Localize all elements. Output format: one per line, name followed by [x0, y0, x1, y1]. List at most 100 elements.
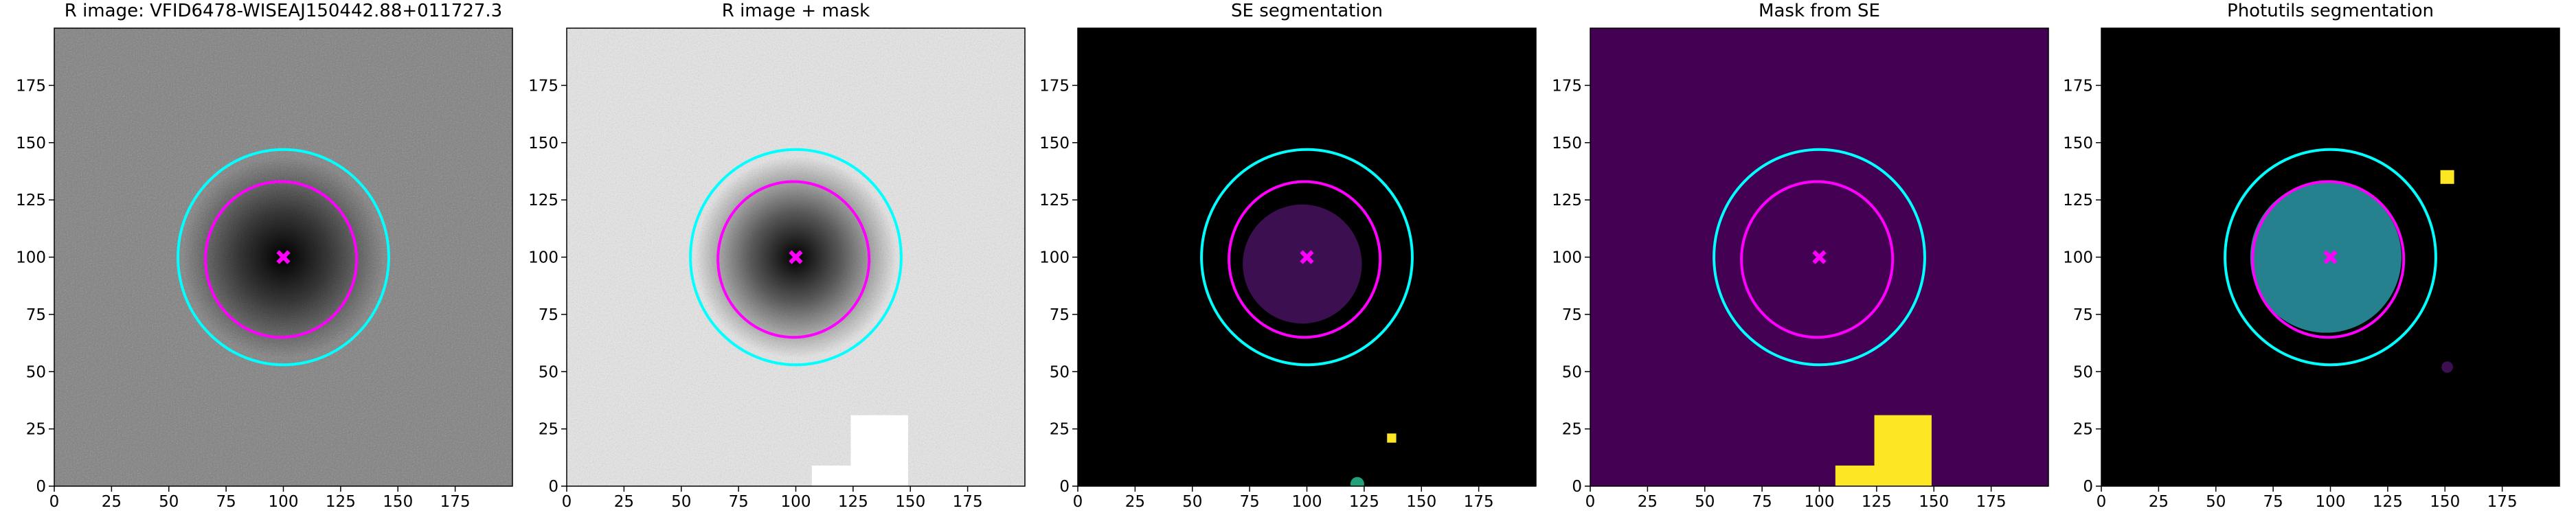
x-tick-label: 0	[1073, 493, 1083, 511]
x-tick-label: 175	[953, 493, 983, 511]
center-marker	[1300, 250, 1314, 264]
mask-region	[1387, 433, 1397, 443]
y-tick-label: 100	[528, 249, 558, 267]
aperture	[1740, 180, 1895, 339]
panel	[567, 28, 1025, 486]
x-tick-label: 150	[383, 493, 413, 511]
x-tick-label: 25	[102, 493, 122, 511]
mask-region	[1835, 465, 1932, 486]
y-tick-label: 175	[2063, 77, 2093, 95]
y-tick-label: 100	[2063, 249, 2093, 267]
y-tick-label: 0	[1572, 478, 1582, 496]
mask-region	[1874, 415, 1932, 466]
y-tick-label: 50	[1562, 363, 1582, 381]
y-tick-label: 50	[2073, 363, 2093, 381]
x-tick-label: 75	[1752, 493, 1772, 511]
y-tick-label: 25	[1562, 421, 1582, 439]
aperture	[1228, 180, 1382, 339]
x-tick-label: 175	[1464, 493, 1494, 511]
segment-disk	[2250, 181, 2402, 333]
aperture	[177, 148, 390, 367]
x-tick-label: 0	[2097, 493, 2107, 511]
segment-disk	[1243, 204, 1362, 324]
y-tick-label: 150	[528, 135, 558, 152]
x-tick-label: 100	[2316, 493, 2346, 511]
aperture	[689, 148, 903, 367]
y-tick-label: 0	[36, 478, 46, 496]
y-tick-label: 25	[1050, 421, 1070, 439]
panel-title: Photutils segmentation	[2227, 1, 2434, 21]
x-tick-label: 125	[1862, 493, 1892, 511]
panel-title: R image + mask	[722, 1, 870, 21]
aperture	[204, 180, 359, 339]
y-tick-label: 100	[1039, 249, 1070, 267]
y-tick-label: 25	[539, 421, 558, 439]
x-tick-label: 0	[1585, 493, 1596, 511]
y-tick-label: 125	[2063, 192, 2093, 209]
x-tick-label: 150	[1406, 493, 1436, 511]
x-tick-label: 125	[326, 493, 356, 511]
y-tick-label: 25	[2073, 421, 2093, 439]
y-tick-label: 0	[1059, 478, 1070, 496]
x-tick-label: 175	[440, 493, 471, 511]
x-tick-label: 100	[1805, 493, 1835, 511]
mask-region	[850, 415, 908, 466]
y-tick-label: 125	[1552, 192, 1582, 209]
x-tick-label: 50	[1695, 493, 1715, 511]
y-tick-label: 125	[528, 192, 558, 209]
x-tick-label: 0	[49, 493, 60, 511]
x-tick-label: 75	[2263, 493, 2283, 511]
panel	[54, 28, 512, 486]
center-marker	[2323, 250, 2338, 264]
y-tick-label: 50	[539, 363, 558, 381]
panel-title: Mask from SE	[1759, 1, 1880, 21]
x-tick-label: 175	[1976, 493, 2007, 511]
y-tick-label: 125	[1039, 192, 1070, 209]
x-tick-label: 25	[1125, 493, 1145, 511]
panel	[1078, 28, 1536, 486]
x-tick-label: 50	[2206, 493, 2226, 511]
y-tick-label: 175	[16, 77, 46, 95]
y-tick-label: 75	[539, 306, 558, 324]
x-tick-label: 25	[1638, 493, 1658, 511]
x-tick-label: 50	[671, 493, 691, 511]
x-tick-label: 100	[269, 493, 299, 511]
aperture	[2251, 180, 2406, 339]
y-tick-label: 75	[1562, 306, 1582, 324]
y-tick-label: 150	[1039, 135, 1070, 152]
y-tick-label: 75	[2073, 306, 2093, 324]
mask-region	[811, 465, 908, 486]
x-tick-label: 125	[2373, 493, 2403, 511]
center-marker	[276, 250, 291, 264]
y-tick-label: 75	[1050, 306, 1070, 324]
panel-title: SE segmentation	[1231, 1, 1383, 21]
x-tick-label: 175	[2487, 493, 2518, 511]
y-tick-label: 75	[26, 306, 46, 324]
x-tick-label: 150	[1919, 493, 1949, 511]
x-tick-label: 50	[159, 493, 179, 511]
y-tick-label: 50	[1050, 363, 1070, 381]
panel	[1590, 28, 2048, 486]
y-tick-label: 50	[26, 363, 46, 381]
y-tick-label: 175	[1552, 77, 1582, 95]
y-tick-label: 100	[1552, 249, 1582, 267]
y-tick-label: 175	[528, 77, 558, 95]
x-tick-label: 75	[1239, 493, 1259, 511]
x-tick-label: 125	[1349, 493, 1379, 511]
x-tick-label: 75	[728, 493, 748, 511]
x-tick-label: 50	[1182, 493, 1202, 511]
y-tick-label: 150	[1552, 135, 1582, 152]
x-tick-label: 75	[216, 493, 236, 511]
x-tick-label: 100	[1292, 493, 1322, 511]
y-tick-label: 150	[16, 135, 46, 152]
x-tick-label: 150	[895, 493, 925, 511]
x-tick-label: 100	[781, 493, 811, 511]
segment-disk	[1350, 477, 1364, 486]
x-tick-label: 0	[562, 493, 572, 511]
panel	[2101, 28, 2560, 486]
aperture	[716, 180, 871, 339]
x-tick-label: 150	[2430, 493, 2460, 511]
center-marker	[1812, 250, 1827, 264]
x-tick-label: 25	[614, 493, 634, 511]
